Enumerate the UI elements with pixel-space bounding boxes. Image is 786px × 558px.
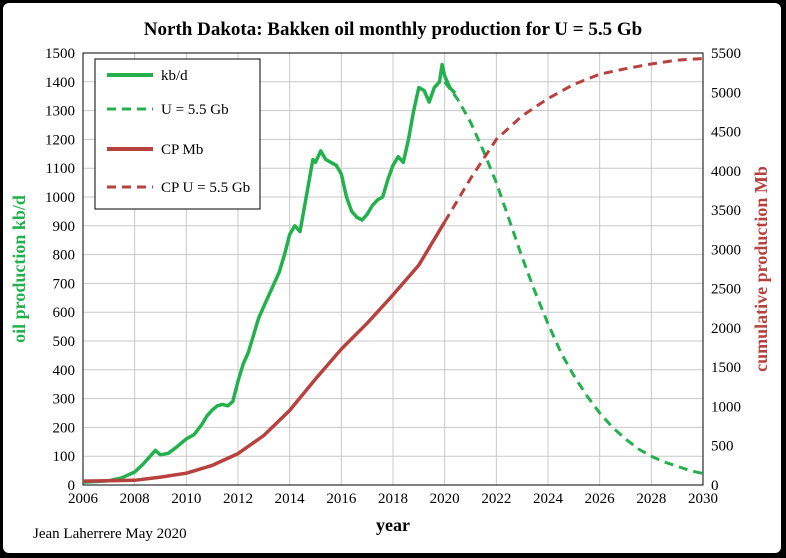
x-tick-label-8: 2022 [481,491,511,507]
y-left-tick-label-0: 0 [68,478,76,494]
y-left-tick-label-1: 100 [53,449,76,465]
x-tick-label-9: 2024 [533,491,564,507]
chart-frame: North Dakota: Bakken oil monthly product… [3,3,781,553]
y-left-tick-label-9: 900 [53,219,76,235]
y-axis-label-right: cumulative production Mb [751,166,771,372]
legend-box [94,58,261,210]
y-right-tick-label-6: 3000 [711,242,741,258]
plot-area [82,52,704,486]
x-tick-label-3: 2012 [223,491,253,507]
y-right-tick-label-2: 1000 [711,399,741,415]
x-tick-label-10: 2026 [585,491,616,507]
series-line-0 [82,62,457,484]
y-left-tick-label-7: 700 [53,276,76,292]
x-tick-label-4: 2014 [275,491,306,507]
x-tick-label-6: 2018 [378,491,408,507]
y-right-tick-label-4: 2000 [711,321,741,337]
y-left-tick-label-13: 1300 [45,104,75,120]
y-left-tick-label-11: 1100 [46,161,75,177]
y-left-tick-label-14: 1400 [45,75,75,91]
legend: kb/d U = 5.5 Gb CP Mb CP U = 5.5 Gb [94,58,261,210]
y-left-tick-label-10: 1000 [45,190,75,206]
legend-label-kb-d: kb/d [161,68,188,84]
x-tick-label-7: 2020 [430,491,460,507]
y-left-tick-label-3: 300 [53,392,76,408]
data-lines [82,57,704,484]
y-right-tick-label-10: 5000 [711,85,741,101]
series-line-1 [443,80,704,475]
y-right-tick-label-0: 0 [711,478,719,494]
y-right-tick-label-1: 500 [711,439,734,455]
y-right-tick-label-5: 2500 [711,282,741,298]
series-line-3 [443,57,704,223]
legend-label-cp-u: CP U = 5.5 Gb [161,180,250,196]
y-left-tick-label-5: 500 [53,334,76,350]
x-tick-label-11: 2028 [636,491,666,507]
x-tick-label-5: 2016 [326,491,357,507]
tick-labels: 2006 2008 2010 2012 2014 2016 2018 2020 2022 2024… [45,46,741,507]
y-left-tick-label-6: 600 [53,305,76,321]
y-left-tick-label-2: 200 [53,420,76,436]
x-axis-label: year [376,515,410,535]
chart-title: North Dakota: Bakken oil monthly product… [144,19,642,40]
y-right-tick-label-11: 5500 [711,46,741,62]
y-axis-label-left: oil production kb/d [9,195,29,343]
y-left-tick-label-12: 1200 [45,132,75,148]
y-left-tick-label-4: 400 [53,363,76,379]
credit-text: Jean Laherrere May 2020 [33,526,187,542]
x-tick-label-1: 2008 [120,491,150,507]
y-right-tick-label-8: 4000 [711,164,741,180]
y-left-tick-label-8: 800 [53,248,76,264]
legend-label-u: U = 5.5 Gb [161,102,229,118]
y-right-tick-label-7: 3500 [711,203,741,219]
y-left-tick-label-15: 1500 [45,46,75,62]
legend-label-cp: CP Mb [161,142,203,158]
series-line-2 [82,221,447,483]
y-right-tick-label-3: 1500 [711,360,741,376]
y-right-tick-label-9: 4500 [711,125,741,141]
chart-svg: North Dakota: Bakken oil monthly product… [9,19,771,542]
x-tick-label-2: 2010 [171,491,201,507]
x-tick-label-12: 2030 [688,491,718,507]
x-tick-label-0: 2006 [68,491,99,507]
